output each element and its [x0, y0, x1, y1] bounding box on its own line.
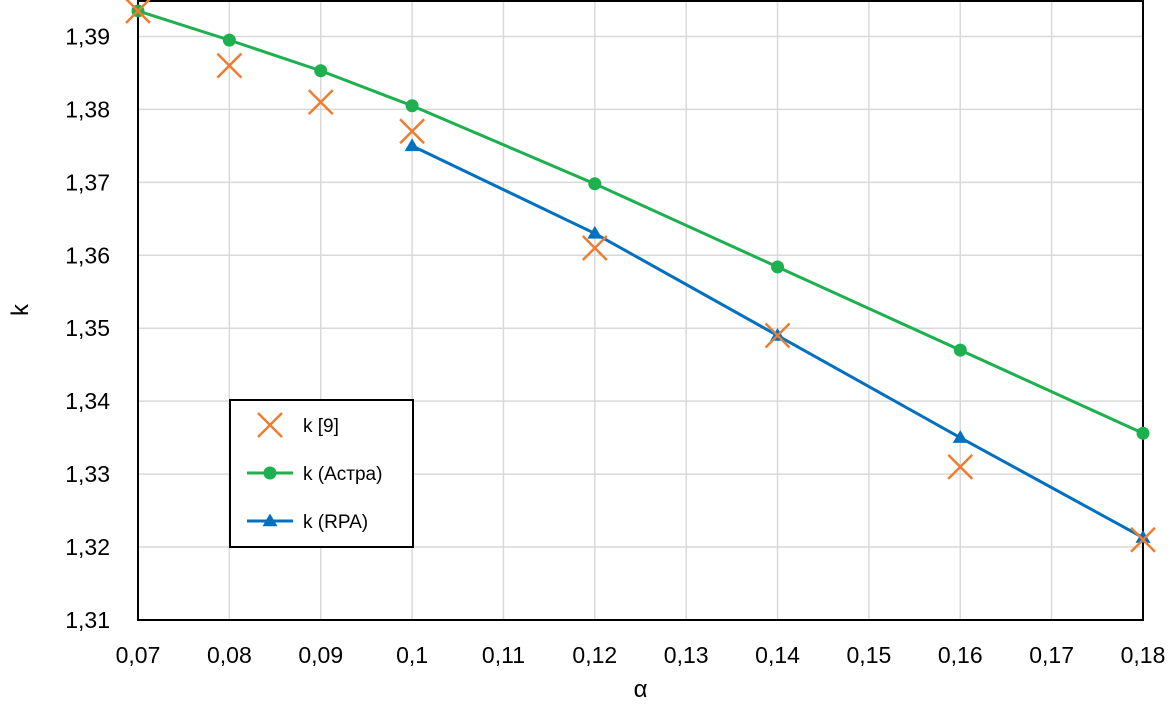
y-tick-label: 1,32	[65, 534, 110, 560]
data-point	[222, 33, 236, 47]
data-point	[581, 235, 608, 261]
y-tick-label: 1,35	[65, 315, 110, 341]
x-tick-label: 0,12	[572, 642, 617, 668]
y-axis-title: k	[7, 303, 34, 316]
y-tick-label: 1,39	[65, 23, 110, 49]
tick-labels: 0,07 0,08 0,09 0,1 0,11 0,12 0,13 0,14 0,15 0,16 0…	[65, 23, 1165, 668]
data-point	[953, 343, 967, 357]
x-tick-label: 0,1	[396, 642, 428, 668]
x-marker-stroke	[399, 118, 425, 145]
legend-marker	[257, 412, 283, 438]
x-marker-stroke	[257, 412, 283, 438]
y-tick-label: 1,36	[65, 242, 110, 268]
legend-item: k [9]	[257, 412, 339, 438]
legend-marker	[262, 513, 278, 527]
x-marker-stroke	[307, 89, 334, 116]
legend-label: k (Астра)	[303, 464, 382, 485]
x-tick-label: 0,14	[755, 642, 800, 668]
data-point	[764, 322, 791, 349]
legend-label: k (RPA)	[303, 512, 368, 533]
x-marker-stroke	[764, 322, 791, 349]
series-1	[131, 4, 1150, 440]
legend-label: k [9]	[303, 416, 339, 437]
x-tick-label: 0,18	[1121, 642, 1166, 668]
data-point	[771, 260, 785, 274]
data-point	[307, 89, 334, 116]
x-marker-stroke	[125, 0, 151, 24]
x-tick-label: 0,15	[847, 642, 892, 668]
y-tick-label: 1,37	[65, 169, 110, 195]
legend-item: k (RPA)	[247, 512, 368, 533]
data-point	[1136, 426, 1150, 440]
x-tick-label: 0,13	[664, 642, 709, 668]
series-layer	[125, 0, 1156, 553]
x-marker-stroke	[581, 235, 608, 261]
data-point	[588, 177, 602, 191]
data-point	[404, 138, 420, 152]
data-point	[1130, 526, 1156, 553]
data-point	[216, 52, 243, 79]
x-marker-stroke	[1130, 526, 1156, 553]
x-tick-label: 0,17	[1029, 642, 1074, 668]
x-tick-label: 0,08	[207, 642, 252, 668]
data-point	[1135, 530, 1151, 543]
data-point	[125, 0, 151, 24]
data-point	[399, 118, 425, 145]
data-point	[952, 430, 968, 443]
series-0	[125, 0, 1156, 553]
legend-item: k (Астра)	[247, 464, 382, 485]
y-tick-label: 1,34	[65, 388, 110, 414]
legend-marker	[263, 466, 277, 480]
legend: k [9] k (Астра) k (RPA)	[229, 399, 414, 548]
data-point	[587, 225, 603, 239]
x-tick-label: 0,16	[938, 642, 983, 668]
x-axis-title: α	[634, 676, 648, 701]
x-tick-label: 0,11	[482, 642, 525, 668]
data-point	[314, 64, 328, 78]
x-tick-label: 0,07	[116, 642, 161, 668]
y-tick-label: 1,38	[65, 96, 110, 122]
y-tick-label: 1,33	[65, 461, 110, 487]
x-tick-label: 0,09	[298, 642, 343, 668]
y-tick-label: 1,31	[65, 607, 110, 633]
data-point	[405, 99, 419, 113]
plot-area-border	[137, 0, 1144, 621]
x-marker-stroke	[216, 52, 243, 79]
series-line	[137, 9, 1144, 435]
data-point	[947, 453, 974, 480]
x-marker-stroke	[947, 453, 974, 480]
